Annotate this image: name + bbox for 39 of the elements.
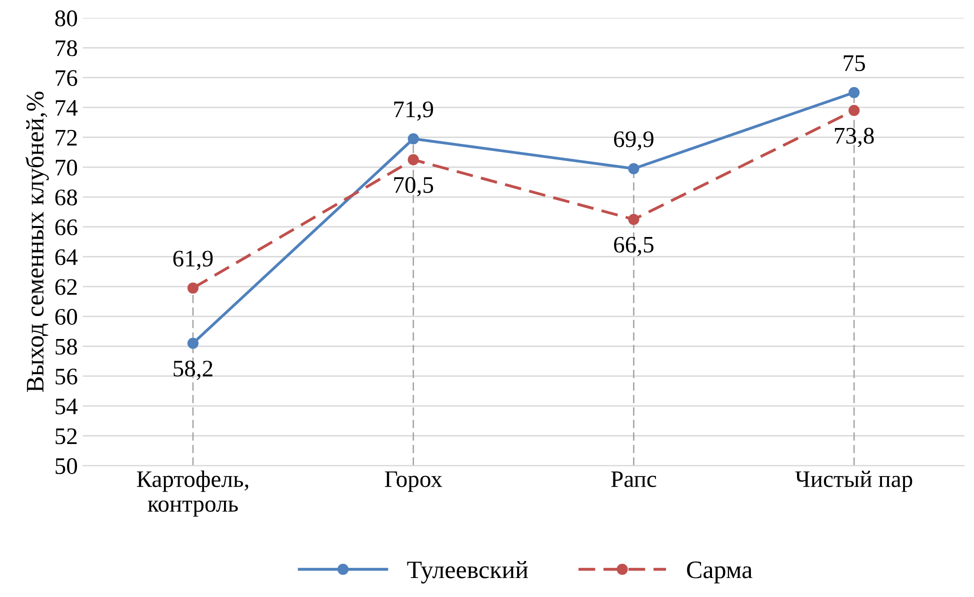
y-tick-label: 60: [55, 308, 78, 325]
y-tick-label: 64: [55, 249, 78, 266]
y-tick-label: 52: [56, 428, 77, 444]
data-label: 58,2: [174, 360, 212, 380]
point: [848, 86, 860, 98]
point: [187, 282, 199, 294]
y-tick-label: 72: [56, 130, 77, 146]
x-tick-label: Чистый пар: [795, 470, 912, 492]
point: [408, 133, 419, 144]
legend-label: Сарма: [687, 562, 752, 584]
data-label: 66,5: [614, 236, 654, 256]
y-axis-title: Выход семенных клубней,%: [25, 92, 49, 392]
point: [187, 338, 199, 349]
y-tick-label: 80: [55, 10, 78, 26]
y-tick-label: 68: [55, 190, 78, 206]
y-tick-label: 56: [56, 368, 78, 385]
data-label: 71,9: [394, 101, 434, 121]
data-label: 61,9: [173, 250, 213, 270]
y-tick-label: 70: [56, 160, 78, 176]
y-tick-label: 74: [56, 100, 78, 116]
y-tick-label: 76: [56, 70, 78, 86]
point: [408, 154, 419, 166]
point: [848, 104, 860, 116]
data-label: 70,5: [394, 177, 434, 196]
point: [628, 214, 640, 225]
x-tick-label: Горох: [384, 471, 442, 492]
y-tick-label: 78: [56, 40, 78, 56]
y-tick-label: 62: [55, 279, 77, 295]
y-tick-label: 66: [55, 219, 78, 236]
data-label: 73,8: [834, 128, 874, 148]
x-tick-label: Картофель, контроль: [136, 470, 248, 517]
point: [628, 163, 640, 174]
y-tick-label: 54: [56, 398, 78, 414]
y-tick-label: 50: [56, 458, 78, 474]
data-label: 69,9: [614, 131, 654, 151]
data-label: 75: [844, 55, 865, 72]
legend-label: Тулеевский: [407, 560, 528, 584]
x-tick-label: Рапс: [611, 471, 656, 488]
y-tick-label: 58: [56, 338, 78, 355]
